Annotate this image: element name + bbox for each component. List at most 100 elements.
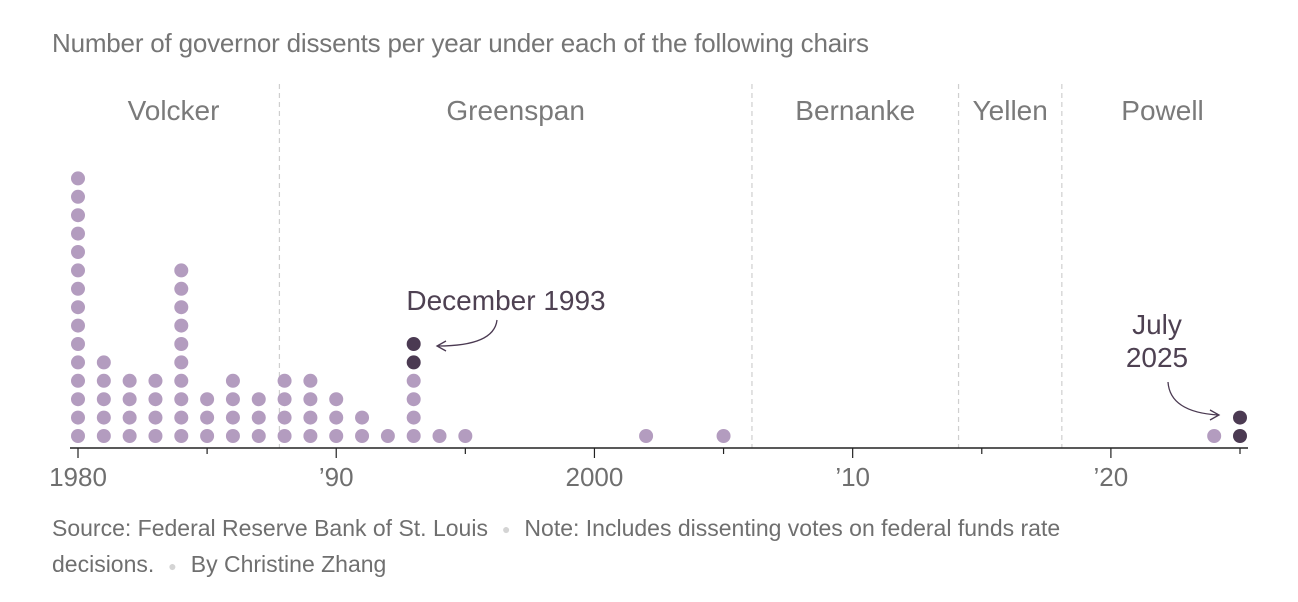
- dissent-dot: [148, 410, 163, 425]
- separator-dot-icon: ●: [168, 557, 177, 574]
- dissent-dot: [71, 392, 85, 407]
- dissent-dot: [225, 429, 240, 443]
- dissent-dot: [225, 392, 240, 407]
- chair-dividers: [278, 84, 1063, 448]
- dot-chart: Volcker Greenspan Bernanke Yellen Powell 198…: [49, 84, 1248, 492]
- dissent-dot: [71, 189, 85, 204]
- dissent-dot: [329, 429, 344, 443]
- dissent-dot: [71, 226, 85, 241]
- chair-label-powell: Powell: [1121, 95, 1203, 126]
- dissent-dot: [329, 392, 344, 407]
- dissent-dot-highlighted: [406, 337, 421, 351]
- dissent-dot: [71, 171, 85, 186]
- dissent-dot: [174, 318, 189, 333]
- dissent-dot: [303, 373, 318, 388]
- dissent-dot: [174, 355, 189, 370]
- dissent-dot: [122, 392, 137, 407]
- dissent-dot: [406, 410, 421, 425]
- dissent-dot: [639, 429, 654, 443]
- dissent-dot: [303, 429, 318, 443]
- dissent-dot: [71, 208, 85, 223]
- dissent-dot-highlighted: [406, 355, 421, 370]
- dissent-dot: [458, 429, 473, 443]
- dissent-dot: [174, 300, 189, 315]
- dissent-dot: [71, 245, 85, 259]
- dissent-dot: [148, 429, 163, 443]
- chair-label-yellen: Yellen: [973, 95, 1048, 126]
- dissent-dot: [71, 263, 85, 278]
- dissent-dot: [200, 392, 215, 407]
- dissent-dot: [174, 263, 189, 278]
- dissent-dot: [200, 429, 215, 443]
- dissent-dot: [355, 429, 370, 443]
- dissent-dot: [71, 410, 85, 425]
- dissent-dot: [303, 392, 318, 407]
- x-tick-label: 1980: [49, 462, 107, 492]
- chart-title: Number of governor dissents per year und…: [52, 28, 869, 58]
- dissent-dot: [71, 337, 85, 351]
- separator-dot-icon: ●: [501, 521, 511, 538]
- dissent-dot: [71, 300, 85, 315]
- dissent-dot: [174, 281, 189, 296]
- byline: By Christine Zhang: [190, 551, 387, 578]
- dissent-dot: [225, 373, 240, 388]
- dissent-dot-highlighted: [1233, 410, 1247, 425]
- chair-label-bernanke: Bernanke: [795, 95, 915, 126]
- x-tick-label: ’10: [835, 462, 870, 492]
- dissent-dot: [174, 392, 189, 407]
- dissent-dot: [251, 410, 266, 425]
- dissent-dot: [96, 373, 111, 388]
- dissent-dot: [1207, 429, 1222, 443]
- dissent-dot: [96, 429, 111, 443]
- dissent-dot: [277, 410, 292, 425]
- footer: Source: Federal Reserve Bank of St. Loui…: [52, 511, 1172, 584]
- chair-label-greenspan: Greenspan: [446, 95, 585, 126]
- dissent-dot: [380, 429, 395, 443]
- dissent-dot: [406, 373, 421, 388]
- dissent-dot: [406, 392, 421, 407]
- annotation-arrow: [1167, 381, 1219, 416]
- dissent-dot: [122, 373, 137, 388]
- note-text: Note: Includes dissenting votes on feder…: [52, 515, 1061, 578]
- dissent-dot: [96, 410, 111, 425]
- dissent-dot: [251, 429, 266, 443]
- chair-labels: Volcker Greenspan Bernanke Yellen Powell: [128, 95, 1204, 126]
- dissent-dot: [96, 355, 111, 370]
- x-tick-label: ’90: [319, 462, 354, 492]
- dissent-dot: [174, 373, 189, 388]
- dissent-dot: [174, 337, 189, 351]
- arrowhead-icon: [435, 340, 447, 352]
- dissent-dot: [406, 429, 421, 443]
- dissent-dot: [200, 410, 215, 425]
- dissent-dot: [71, 429, 85, 443]
- dissent-dots: [71, 171, 1247, 443]
- arrowhead-icon: [1209, 409, 1221, 421]
- source-text: Source: Federal Reserve Bank of St. Loui…: [52, 515, 488, 541]
- dissent-dot: [277, 392, 292, 407]
- dissent-dot: [277, 373, 292, 388]
- dissent-dot: [174, 410, 189, 425]
- dissent-dot: [71, 318, 85, 333]
- dissent-dot: [432, 429, 447, 443]
- dissent-dot: [122, 410, 137, 425]
- dissent-dot: [71, 373, 85, 388]
- dissent-dot: [716, 429, 731, 443]
- dissent-dot-highlighted: [1233, 429, 1247, 443]
- chair-label-volcker: Volcker: [128, 95, 220, 126]
- dissent-dot: [148, 373, 163, 388]
- annotation-july-2025: 2025: [1126, 342, 1188, 373]
- dissent-dot: [122, 429, 137, 443]
- dissent-dot: [225, 410, 240, 425]
- dissent-dot: [71, 281, 85, 296]
- dissent-dot: [71, 355, 85, 370]
- dissent-dot: [148, 392, 163, 407]
- dissent-dot: [329, 410, 344, 425]
- dissent-dot: [355, 410, 370, 425]
- x-axis: 1980 ’90 2000 ’10 ’20: [49, 447, 1248, 492]
- annotation-december-1993: December 1993: [406, 285, 605, 316]
- dissent-dot: [277, 429, 292, 443]
- dissent-dot: [96, 392, 111, 407]
- x-tick-label: 2000: [566, 462, 624, 492]
- x-tick-label: ’20: [1094, 462, 1129, 492]
